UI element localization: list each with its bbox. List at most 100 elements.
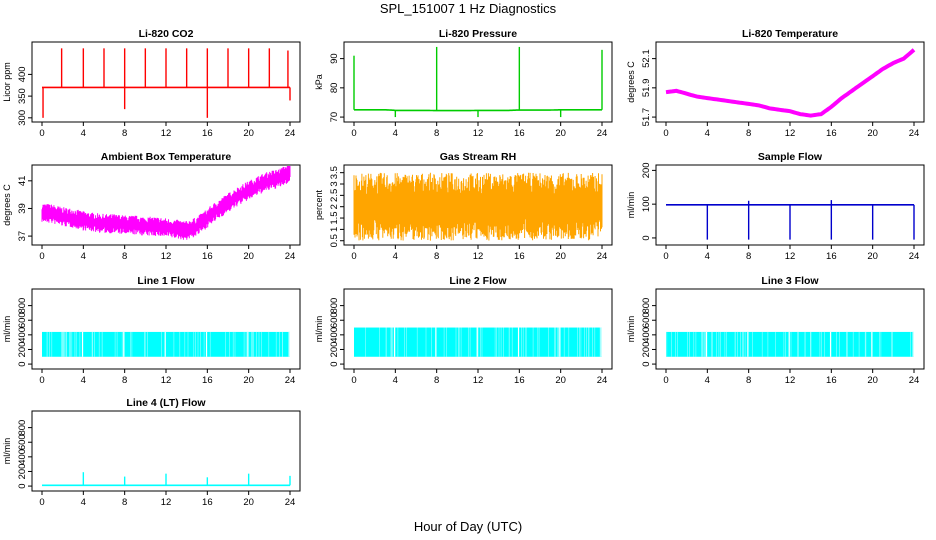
y-tick-label: 3.5 (329, 166, 340, 179)
panel-title: Sample Flow (758, 151, 823, 163)
y-tick-label: 200 (641, 342, 652, 358)
x-tick-label: 20 (555, 128, 566, 139)
x-tick-label: 20 (867, 375, 878, 386)
y-tick-label: 80 (329, 83, 340, 94)
plot-area (666, 200, 915, 240)
y-tick-label: 0 (17, 361, 28, 366)
series-line (665, 48, 916, 118)
series-band (41, 166, 291, 240)
panel-title: Li-820 Pressure (439, 28, 517, 40)
x-tick-label: 24 (597, 375, 608, 386)
y-tick-label: 800 (17, 298, 28, 314)
y-tick-label: 37 (17, 231, 28, 242)
x-tick-label: 12 (473, 251, 484, 262)
x-tick-label: 16 (202, 497, 213, 508)
x-tick-label: 0 (663, 375, 668, 386)
panel-title: Gas Stream RH (440, 151, 516, 163)
x-tick-label: 8 (122, 251, 127, 262)
y-tick-label: 200 (17, 342, 28, 358)
x-tick-label: 12 (161, 497, 172, 508)
panel-2: Li-820 Temperature degrees C 0 4 8 12 16 20 24 51… (626, 28, 925, 139)
x-tick-label: 12 (785, 251, 796, 262)
y-tick-label: 600 (17, 312, 28, 328)
y-tick-label: 1.5 (329, 211, 340, 224)
y-tick-label: 2.5 (329, 189, 340, 202)
x-tick-label: 4 (393, 375, 398, 386)
y-axis-label: percent (314, 189, 324, 220)
y-tick-label: 2 (329, 204, 340, 209)
panel-7: Line 2 Flow ml/min 0 4 8 12 16 20 24 0 20040060080… (314, 275, 613, 386)
x-tick-label: 24 (285, 251, 296, 262)
x-tick-label: 12 (161, 251, 172, 262)
x-tick-label: 4 (81, 497, 86, 508)
plot-area (41, 166, 291, 240)
y-tick-label: 400 (17, 66, 28, 82)
y-tick-label: 1 (329, 227, 340, 232)
x-tick-label: 12 (473, 375, 484, 386)
plot-frame (655, 288, 925, 370)
x-tick-label: 24 (909, 128, 920, 139)
y-tick-label: 400 (17, 327, 28, 343)
x-tick-label: 24 (909, 251, 920, 262)
x-tick-label: 0 (663, 251, 668, 262)
y-tick-label: 350 (17, 88, 28, 104)
x-tick-label: 8 (746, 251, 751, 262)
x-tick-label: 4 (705, 375, 710, 386)
y-tick-label: 51.9 (641, 79, 652, 98)
x-tick-label: 4 (705, 128, 710, 139)
y-tick-label: 800 (641, 298, 652, 314)
panel-3: Ambient Box Temperature degrees C 0 4 8 12 16 2… (2, 151, 301, 262)
y-tick-label: 39 (17, 203, 28, 214)
panel-title: Line 4 (LT) Flow (126, 397, 206, 409)
x-tick-label: 12 (785, 128, 796, 139)
plot-area (353, 46, 603, 118)
x-tick-label: 16 (514, 375, 525, 386)
plot-area (665, 48, 916, 118)
x-tick-label: 4 (393, 251, 398, 262)
y-tick-label: 200 (641, 162, 652, 178)
x-tick-label: 8 (122, 497, 127, 508)
series-block (666, 331, 914, 357)
y-tick-label: 600 (329, 312, 340, 328)
y-axis-label: ml/min (626, 192, 636, 219)
x-tick-label: 0 (39, 375, 44, 386)
plot-area (666, 331, 914, 357)
y-tick-label: 600 (17, 434, 28, 450)
x-tick-label: 20 (243, 375, 254, 386)
series-band (353, 172, 603, 241)
y-tick-label: 0 (641, 361, 652, 366)
x-tick-label: 20 (243, 128, 254, 139)
x-tick-label: 16 (826, 251, 837, 262)
y-axis-label: ml/min (626, 316, 636, 343)
x-tick-label: 12 (785, 375, 796, 386)
x-tick-label: 24 (597, 128, 608, 139)
x-tick-label: 8 (122, 128, 127, 139)
panel-title: Line 3 Flow (761, 275, 819, 287)
x-tick-label: 0 (351, 128, 356, 139)
x-tick-label: 4 (393, 128, 398, 139)
y-tick-label: 0 (329, 361, 340, 366)
x-tick-label: 16 (826, 128, 837, 139)
y-axis-label: ml/min (2, 438, 12, 465)
x-tick-label: 0 (663, 128, 668, 139)
plot-area (42, 331, 290, 357)
x-tick-label: 12 (161, 128, 172, 139)
y-tick-label: 100 (641, 196, 652, 212)
panel-4: Gas Stream RH percent 0 4 8 12 16 20 24 0.5 1 1.5 2 2… (314, 151, 613, 262)
y-axis-label: Licor ppm (2, 62, 12, 102)
x-tick-label: 24 (285, 375, 296, 386)
x-tick-label: 24 (285, 128, 296, 139)
x-tick-label: 16 (826, 375, 837, 386)
x-tick-label: 8 (746, 375, 751, 386)
y-tick-label: 3 (329, 181, 340, 186)
x-tick-label: 24 (909, 375, 920, 386)
y-tick-label: 600 (641, 312, 652, 328)
panel-title: Li-820 CO2 (139, 28, 194, 40)
x-tick-label: 8 (434, 375, 439, 386)
plot-area (42, 48, 291, 118)
y-tick-label: 400 (329, 327, 340, 343)
y-tick-label: 70 (329, 112, 340, 123)
panel-9: Line 4 (LT) Flow ml/min 0 4 8 12 16 20 24 0 200400… (2, 397, 301, 508)
y-tick-label: 400 (17, 449, 28, 465)
